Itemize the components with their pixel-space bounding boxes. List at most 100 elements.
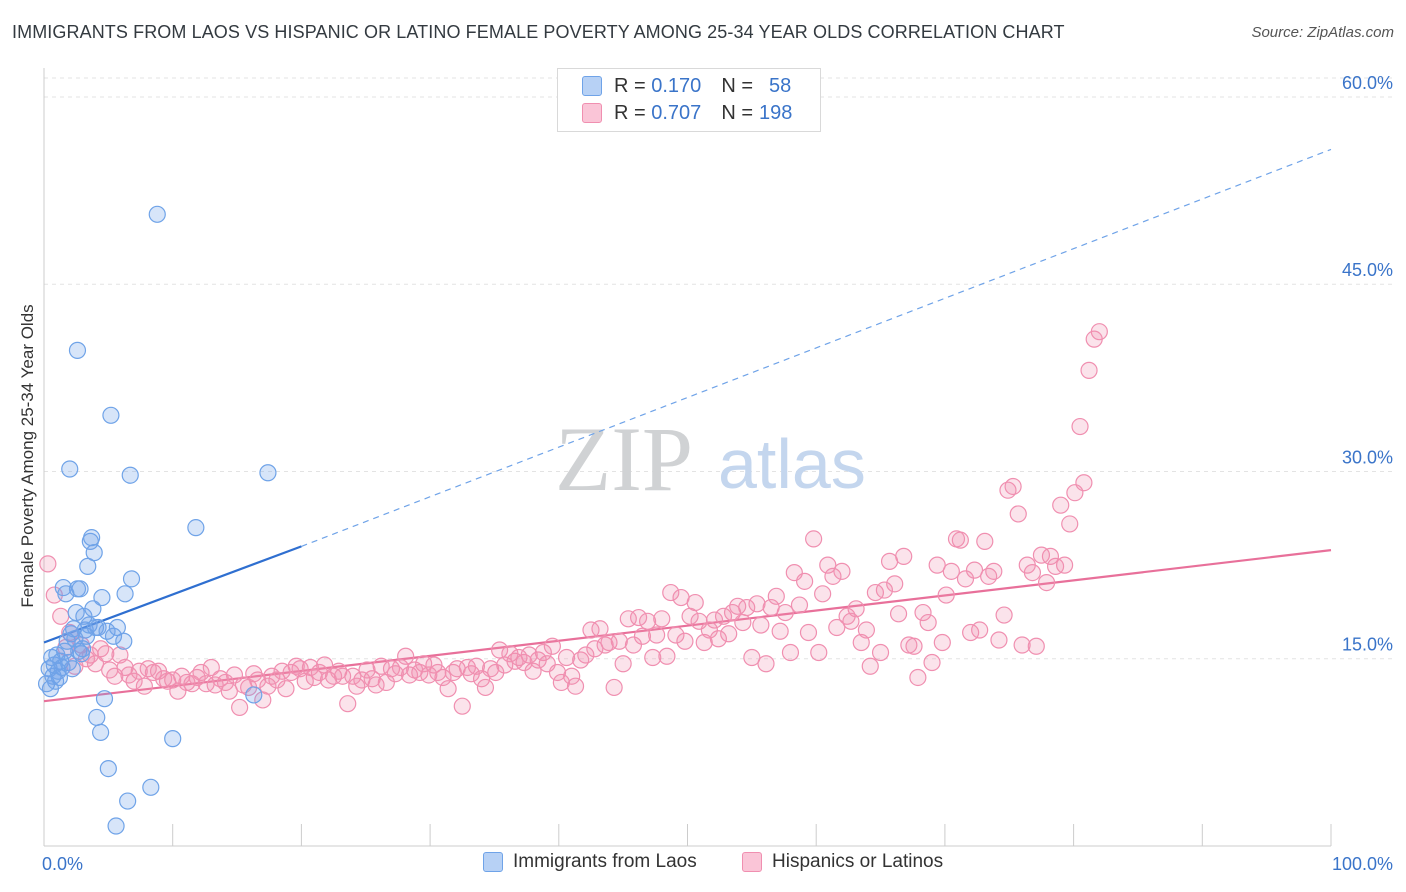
- source-label: Source: ZipAtlas.com: [1251, 24, 1394, 41]
- hispanic-point: [586, 640, 604, 658]
- series-legend-laos: Immigrants from Laos: [483, 851, 697, 873]
- laos-point: [148, 205, 166, 223]
- gridlines: [44, 77, 1392, 660]
- hispanic-point: [434, 668, 452, 687]
- legend-n-value: 58: [769, 74, 792, 97]
- hispanic-point: [220, 682, 238, 700]
- hispanic-point: [372, 657, 390, 675]
- hispanic-point: [976, 532, 994, 550]
- legend-n-value: 198: [759, 101, 793, 124]
- hispanic-point: [1037, 573, 1056, 592]
- laos-point: [63, 660, 81, 678]
- laos-point: [119, 792, 137, 810]
- laos-point: [142, 778, 160, 796]
- hispanic-point: [1027, 637, 1045, 655]
- hispanic-point: [92, 640, 110, 658]
- laos-point: [61, 460, 79, 478]
- hispanic-point: [767, 587, 785, 605]
- hispanic-point: [662, 583, 680, 602]
- hispanic-point: [648, 626, 666, 644]
- laos-point: [245, 686, 263, 704]
- hispanic-point: [905, 637, 923, 655]
- chart-title: IMMIGRANTS FROM LAOS VS HISPANIC OR LATI…: [12, 22, 1065, 42]
- legend-row-laos: R = 0.170 N = 58: [558, 73, 791, 99]
- hispanic-point: [933, 633, 951, 652]
- hispanic-point: [990, 631, 1008, 649]
- hispanic-point: [1013, 636, 1031, 654]
- hispanic-point: [743, 648, 761, 667]
- y-tick-label: 60.0%: [1342, 73, 1393, 93]
- hispanic-point: [871, 643, 890, 662]
- hispanic-point: [653, 610, 671, 628]
- hispanic-point: [566, 677, 585, 695]
- hispanic-point: [453, 697, 471, 715]
- y-tick-label: 45.0%: [1342, 260, 1393, 280]
- hispanic-point: [686, 593, 704, 612]
- laos-point: [89, 618, 107, 637]
- laos-point: [187, 519, 205, 537]
- legend-n-label: N =: [721, 74, 753, 97]
- hispanic-point: [639, 612, 657, 630]
- hispanic-point: [805, 530, 823, 548]
- hispanic-point: [814, 585, 832, 603]
- hispanic-point: [1061, 515, 1079, 533]
- hispanic-point: [720, 625, 738, 643]
- hispanic-point: [951, 531, 969, 549]
- hispanic-point: [496, 656, 514, 674]
- hispanic-point: [582, 621, 600, 639]
- laos-point: [108, 618, 126, 637]
- hispanic-point: [748, 595, 766, 613]
- hispanic-point: [397, 647, 415, 665]
- hispanic-point: [937, 586, 955, 604]
- laos-point: [55, 642, 74, 660]
- laos-point: [102, 406, 120, 424]
- hispanic-point: [847, 600, 865, 618]
- hispanic-point: [557, 648, 576, 667]
- hispanic-point: [1009, 505, 1027, 523]
- laos-point: [92, 723, 110, 741]
- hispanic-point: [86, 655, 105, 673]
- legend-n-label: N =: [721, 101, 753, 124]
- hispanic-point: [810, 643, 828, 662]
- hispanic-point: [1055, 556, 1074, 574]
- hispanic-point: [633, 627, 652, 645]
- hispanic-point: [367, 676, 385, 694]
- legend-swatch-laos: [582, 76, 602, 96]
- laos-point: [79, 557, 97, 575]
- hispanic-point: [490, 641, 509, 659]
- laos-point: [99, 759, 117, 778]
- hispanic-point: [833, 562, 851, 580]
- hispanic-point: [572, 651, 590, 669]
- legend-r-value: 0.707: [651, 101, 702, 124]
- hispanic-point: [729, 597, 747, 615]
- laos-point: [83, 529, 101, 547]
- hispanic-point: [301, 658, 320, 677]
- hispanic-point: [202, 658, 220, 677]
- hispanic-point: [928, 556, 946, 574]
- hispanic-point: [644, 648, 662, 667]
- series-legend-hispanic: Hispanics or Latinos: [742, 851, 943, 873]
- watermark-atlas: atlas: [718, 425, 866, 503]
- hispanic-point: [1080, 361, 1098, 379]
- hispanic-point: [875, 581, 894, 599]
- laos-point: [93, 588, 111, 607]
- hispanic-point: [1046, 557, 1065, 575]
- hispanic-point: [714, 607, 733, 625]
- hispanic-point: [965, 561, 984, 579]
- hispanic-point: [192, 663, 210, 682]
- y-tick-label: 15.0%: [1342, 635, 1393, 655]
- hispanic-point: [734, 613, 752, 632]
- hispanic-point: [700, 621, 718, 639]
- hispanic-point: [277, 680, 295, 698]
- hispanic-point: [563, 667, 581, 685]
- hispanic-point: [914, 603, 932, 622]
- legend-r-label: R =: [614, 74, 646, 97]
- hispanic-point: [956, 570, 975, 588]
- hispanic-point: [1032, 546, 1051, 564]
- hispanic-point: [339, 695, 357, 713]
- laos-point: [85, 544, 103, 562]
- hispanic-point: [819, 556, 837, 574]
- hispanic-point: [358, 661, 376, 679]
- hispanic-point: [1052, 496, 1070, 514]
- hispanic-point: [510, 648, 528, 667]
